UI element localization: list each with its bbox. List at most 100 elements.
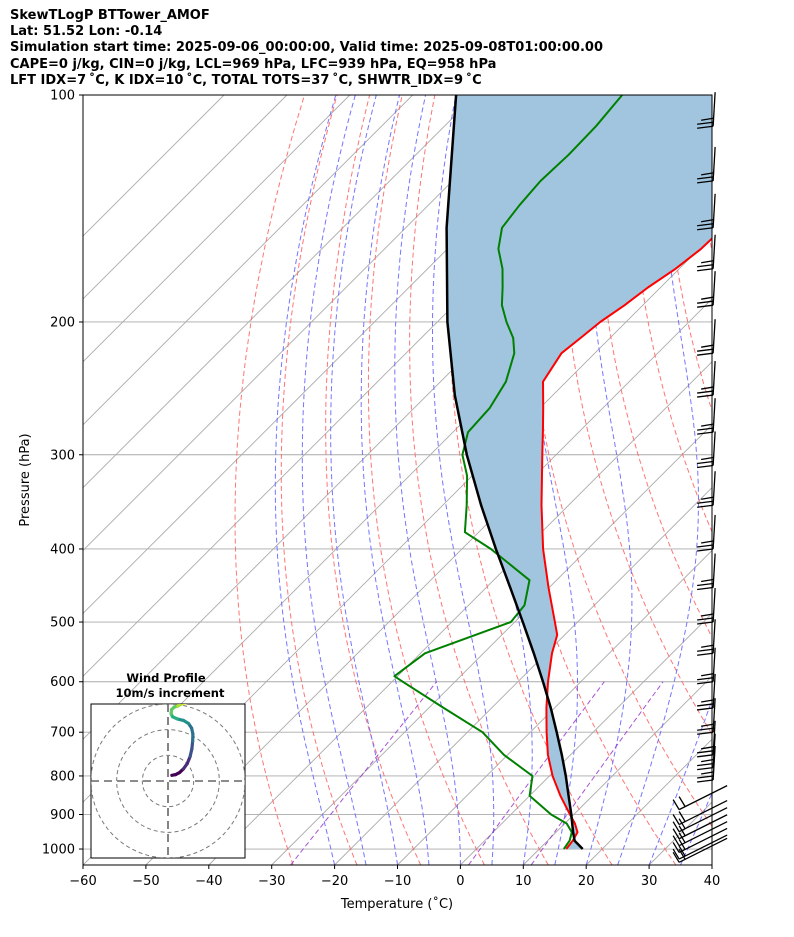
hodograph-inset: Wind Profile 10m/s increment: [90, 671, 246, 859]
barb-flag: [701, 260, 714, 264]
barb-staff: [712, 271, 716, 306]
hodograph-segment: [182, 704, 188, 705]
isotherm-line: [83, 95, 414, 426]
isotherm-line: [334, 486, 712, 865]
moist-adiabat: [617, 95, 699, 865]
dry-adiabat: [728, 95, 794, 865]
wind-barb: [697, 471, 716, 508]
wind-barb: [697, 733, 716, 771]
barb-flag: [697, 304, 714, 308]
isotherm-line: [271, 424, 712, 865]
barb-flag: [697, 652, 714, 656]
barb-staff: [712, 619, 716, 654]
barb-flag: [701, 344, 714, 348]
wind-barb: [672, 834, 728, 860]
mixing-ratio-line: [468, 681, 605, 865]
dry-adiabat: [662, 95, 712, 413]
cape-area-layer: [446, 95, 712, 849]
barb-flag: [697, 582, 714, 587]
barb-flag: [697, 681, 714, 685]
barb-flag: [672, 842, 680, 853]
hodograph-segment: [179, 704, 186, 706]
wind-barb: [697, 514, 716, 552]
x-tick-label: 10: [515, 874, 532, 889]
barb-staff: [712, 698, 716, 733]
barb-flag: [678, 848, 686, 860]
barb-flag: [672, 799, 680, 810]
barb-flag: [672, 814, 680, 825]
wind-barb: [697, 619, 716, 656]
barb-flag: [697, 750, 714, 754]
isotherm-line: [83, 95, 539, 552]
barb-flag: [697, 427, 714, 431]
temperature-line: [540, 237, 712, 850]
barb-flag: [697, 767, 714, 771]
barb-staff: [712, 733, 716, 768]
barb-staff: [678, 821, 728, 847]
barb-flag: [672, 821, 680, 833]
barb-flag: [697, 223, 714, 227]
barb-flag: [697, 348, 714, 352]
moist-adiabat: [360, 95, 430, 865]
barb-staff: [712, 588, 716, 623]
barb-flag: [701, 746, 714, 750]
hodograph-subtitle: 10m/s increment: [116, 686, 225, 700]
barb-staff: [712, 553, 716, 588]
barb-flag: [697, 754, 714, 758]
barb-staff: [712, 234, 716, 269]
mixing-ratio-line: [290, 681, 437, 865]
barb-staff: [678, 834, 728, 860]
dry-adiabat: [560, 95, 712, 736]
index-line: LFT IDX=7 ˚C, K IDX=10 ˚C, TOTAL TOTS=37…: [10, 72, 482, 88]
wind-barb: [697, 647, 716, 685]
cape-line: CAPE=0 j/kg, CIN=0 j/kg, LCL=969 hPa, LF…: [10, 56, 497, 72]
wind-barb: [697, 146, 716, 184]
barb-flag: [701, 673, 714, 677]
cape-fill-area: [446, 95, 712, 849]
barb-flag: [697, 586, 714, 591]
x-tick-label: −40: [195, 874, 222, 889]
barb-flag: [697, 227, 714, 231]
isotherm-line: [460, 612, 712, 865]
x-tick-label: −20: [321, 874, 348, 889]
moist-adiabat: [711, 863, 712, 865]
barb-staff: [678, 827, 728, 853]
y-tick-label: 400: [50, 542, 75, 557]
x-tick-label: −60: [69, 874, 96, 889]
barb-staff: [712, 361, 716, 396]
barb-flag: [672, 828, 680, 840]
wind-barb: [697, 271, 716, 308]
dry-adiabat: [325, 95, 422, 865]
isotherm-line: [522, 675, 712, 865]
barb-flag: [701, 386, 714, 390]
x-tick-label: 20: [578, 874, 595, 889]
dry-adiabat: [409, 95, 549, 865]
y-tick-label: 600: [50, 675, 75, 690]
barb-flag: [697, 460, 714, 465]
barb-flag: [701, 723, 714, 727]
barb-flag: [678, 796, 686, 807]
moist-adiabat: [274, 95, 337, 865]
barb-staff: [712, 471, 716, 506]
barb-flag: [697, 548, 714, 552]
barb-flag: [697, 703, 714, 707]
barb-flag: [697, 677, 714, 681]
isotherm-line: [711, 864, 712, 865]
barb-flag: [701, 771, 714, 775]
barb-flag: [697, 180, 714, 184]
barb-flag: [678, 811, 686, 822]
barb-staff: [712, 92, 716, 127]
barb-flag: [697, 176, 714, 180]
moist-adiabat: [330, 95, 398, 865]
isotherm-line: [397, 549, 712, 865]
time-line: Simulation start time: 2025-09-06_00:00:…: [10, 40, 603, 56]
barb-flag: [701, 540, 714, 544]
moist-adiabat: [394, 95, 461, 865]
x-tick-label: 30: [641, 874, 658, 889]
y-tick-label: 800: [50, 769, 75, 784]
y-tick-label: 900: [50, 808, 75, 823]
barb-flag: [697, 121, 714, 125]
chart-header: SkewTLogP BTTower_AMOF Lat: 51.52 Lon: -…: [10, 8, 603, 89]
x-tick-label: −10: [384, 874, 411, 889]
barb-flag: [701, 699, 714, 703]
